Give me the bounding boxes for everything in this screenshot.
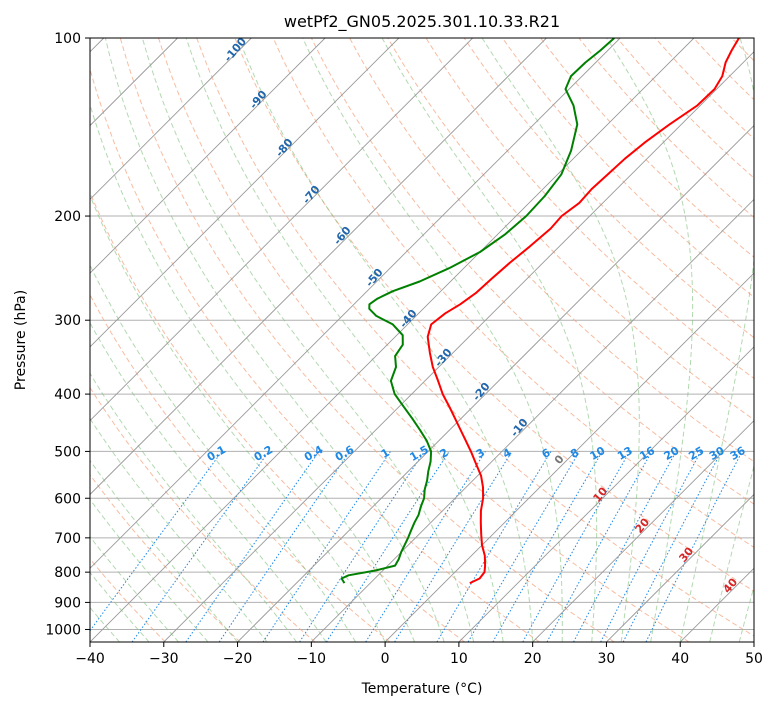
- chart-title: wetPf2_GN05.2025.301.10.33.R21: [284, 12, 560, 32]
- x-tick-label: −30: [149, 651, 179, 667]
- y-tick-label: 700: [54, 531, 81, 547]
- y-tick-label: 800: [54, 565, 81, 581]
- x-tick-label: 10: [450, 651, 468, 667]
- y-tick-label: 900: [54, 595, 81, 611]
- y-tick-label: 500: [54, 444, 81, 460]
- x-tick-label: −10: [297, 651, 327, 667]
- x-tick-label: 50: [745, 651, 763, 667]
- y-tick-label: 300: [54, 313, 81, 329]
- x-tick-label: −20: [223, 651, 253, 667]
- y-tick-label: 600: [54, 491, 81, 507]
- x-tick-label: 30: [598, 651, 616, 667]
- x-tick-label: 40: [671, 651, 689, 667]
- y-tick-label: 400: [54, 387, 81, 403]
- y-tick-label: 200: [54, 209, 81, 225]
- x-tick-label: −40: [75, 651, 105, 667]
- x-tick-label: 0: [381, 651, 390, 667]
- x-axis-label: Temperature (°C): [361, 681, 483, 697]
- y-axis-label: Pressure (hPa): [13, 290, 29, 390]
- y-tick-label: 100: [54, 31, 81, 47]
- y-tick-label: 1000: [45, 622, 81, 638]
- x-tick-label: 20: [524, 651, 542, 667]
